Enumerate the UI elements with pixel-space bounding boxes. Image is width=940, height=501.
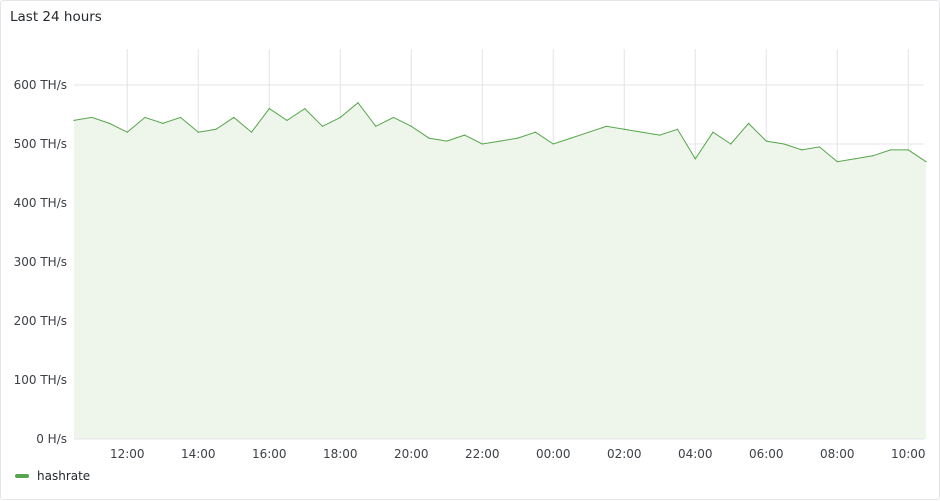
data-point [197,131,199,133]
data-point [162,122,164,124]
data-point [357,102,359,104]
x-tick-label: 18:00 [323,447,358,461]
x-tick-label: 22:00 [465,447,500,461]
data-point [801,149,803,151]
x-tick-label: 10:00 [891,447,926,461]
x-tick-label: 20:00 [394,447,429,461]
data-point [623,128,625,130]
data-point [410,125,412,127]
data-point [747,122,750,124]
y-tick-label: 600 TH/s [14,78,67,92]
data-point [321,125,324,127]
data-point [605,125,608,127]
legend-item-hashrate[interactable]: hashrate [15,469,90,483]
data-point [765,140,767,142]
data-point [126,131,128,133]
y-tick-label: 500 TH/s [14,137,67,151]
legend-swatch [15,474,29,478]
data-point [304,108,306,110]
data-point [872,155,874,157]
data-point [676,128,679,130]
data-point [552,143,554,145]
y-tick-label: 200 TH/s [14,314,67,328]
data-point [91,116,93,119]
data-point [907,149,909,151]
data-point [534,131,537,133]
data-point [694,158,696,160]
x-tick-label: 14:00 [181,447,216,461]
data-point [215,128,217,130]
y-tick-label: 100 TH/s [14,373,67,387]
data-point [144,116,146,119]
panel-title: Last 24 hours [10,9,102,25]
data-point [588,131,590,133]
data-point [783,143,785,145]
data-point [818,146,821,148]
legend-label: hashrate [37,469,91,483]
x-tick-label: 06:00 [749,447,784,461]
data-point [659,134,661,136]
data-point [233,116,235,119]
data-point [286,119,288,121]
data-point [836,161,838,163]
data-point [73,119,75,121]
data-point [250,131,253,133]
data-point [712,131,714,133]
x-tick-label: 02:00 [607,447,642,461]
data-point [339,116,341,119]
data-point [854,158,856,160]
data-point [179,116,182,119]
x-tick-label: 16:00 [252,447,287,461]
y-tick-label: 300 TH/s [14,255,67,269]
data-point [641,131,643,133]
data-point [499,140,501,142]
data-point [463,134,466,136]
x-tick-label: 12:00 [110,447,145,461]
data-point [108,122,111,124]
data-point [428,137,430,139]
data-point [570,137,572,139]
y-tick-label: 0 H/s [36,432,67,446]
data-point [392,116,395,119]
data-point [925,161,927,163]
x-tick-label: 00:00 [536,447,571,461]
x-tick-label: 08:00 [820,447,855,461]
data-point [375,125,377,127]
data-point [268,108,270,110]
data-point [481,143,483,145]
data-point [517,137,519,139]
series-area-hashrate [74,102,926,439]
data-point [730,143,732,145]
y-tick-label: 400 TH/s [14,196,67,210]
x-tick-label: 04:00 [678,447,713,461]
data-point [446,140,448,142]
data-point [889,149,892,151]
